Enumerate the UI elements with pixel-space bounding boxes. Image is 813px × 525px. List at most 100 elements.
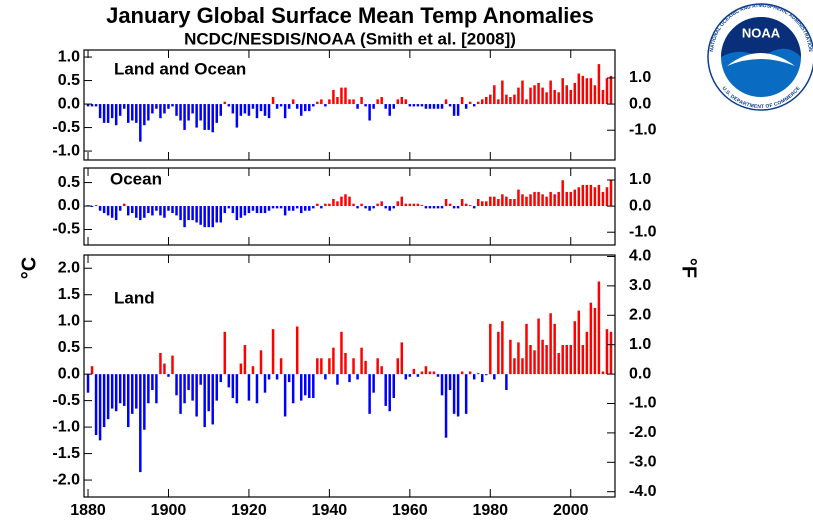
bar <box>493 374 496 380</box>
bar <box>171 104 174 107</box>
bar <box>521 194 524 207</box>
bar <box>231 206 235 214</box>
bar <box>344 352 347 375</box>
bar <box>263 104 267 116</box>
bar <box>255 104 259 119</box>
bar <box>577 310 581 375</box>
bar <box>279 104 283 107</box>
bar <box>416 374 420 377</box>
bar <box>541 87 544 105</box>
bar <box>456 206 460 209</box>
bar <box>553 89 556 105</box>
bar <box>291 99 295 105</box>
bar <box>308 104 311 112</box>
bar <box>122 374 126 406</box>
bar <box>114 104 118 126</box>
bar <box>561 345 564 375</box>
bar <box>219 104 223 116</box>
bar <box>259 104 263 112</box>
bar <box>187 206 190 221</box>
bar <box>525 323 528 375</box>
bar <box>493 196 496 207</box>
y2-tick-label: 4.0 <box>629 248 651 265</box>
bar <box>448 104 452 107</box>
panel-frame <box>83 254 616 498</box>
bar <box>223 206 227 214</box>
bar <box>295 104 299 109</box>
bar <box>163 206 166 218</box>
bar <box>428 371 432 375</box>
bar <box>118 374 122 404</box>
bar <box>416 203 420 207</box>
bar <box>529 87 532 105</box>
bar <box>175 374 178 396</box>
y-axis-label: °C <box>18 257 40 279</box>
bar <box>320 358 323 375</box>
bar <box>231 104 235 114</box>
bar <box>131 374 134 414</box>
bar <box>553 323 556 375</box>
bar <box>364 360 367 375</box>
bar <box>392 206 395 209</box>
bar <box>424 206 428 209</box>
bar <box>167 206 170 211</box>
bar <box>223 101 227 105</box>
bar <box>243 206 247 216</box>
bar <box>328 203 331 207</box>
bar <box>98 374 102 441</box>
bar <box>251 104 255 109</box>
bar <box>102 374 106 428</box>
bar <box>593 187 597 207</box>
y-tick-label: -1.0 <box>52 418 80 435</box>
bar <box>468 101 472 105</box>
bar <box>476 101 480 105</box>
bar <box>537 82 540 105</box>
y-tick-label: -0.5 <box>52 119 80 136</box>
bar <box>340 196 343 207</box>
bar <box>312 104 315 107</box>
bar <box>585 78 589 105</box>
bar <box>263 374 267 393</box>
bar <box>368 104 371 121</box>
bar <box>336 97 339 105</box>
bar <box>227 104 231 107</box>
bar <box>151 374 154 391</box>
bar <box>94 374 98 436</box>
y2-tick-label: 0.0 <box>629 365 651 382</box>
bar <box>344 87 347 105</box>
bar <box>493 85 496 105</box>
bar <box>259 206 263 214</box>
bar <box>573 189 577 207</box>
bar <box>376 99 379 105</box>
bar <box>529 194 532 207</box>
bar <box>569 89 572 105</box>
y2-tick-label: -1.0 <box>629 121 657 138</box>
bar <box>589 78 593 105</box>
bar <box>384 104 387 109</box>
bar <box>163 363 166 375</box>
bar <box>440 104 444 109</box>
bar <box>537 191 540 207</box>
bar <box>191 374 194 401</box>
y-tick-label: -0.5 <box>52 221 80 238</box>
bar <box>106 206 110 216</box>
bar <box>460 97 464 105</box>
bar <box>110 206 114 218</box>
bar <box>557 92 560 105</box>
y2-tick-label: -3.0 <box>629 454 657 471</box>
bar <box>416 104 420 107</box>
bar <box>86 104 90 107</box>
bar <box>114 206 118 221</box>
bar <box>283 374 287 417</box>
bar <box>336 374 339 385</box>
bar <box>597 184 601 207</box>
bar <box>328 358 331 375</box>
bar <box>521 358 524 375</box>
bar <box>533 85 536 105</box>
bar <box>328 99 331 105</box>
bar <box>505 196 508 207</box>
bar <box>545 92 548 105</box>
bar <box>561 180 564 207</box>
y-tick-label: 0.0 <box>58 95 80 112</box>
bar <box>275 374 279 380</box>
